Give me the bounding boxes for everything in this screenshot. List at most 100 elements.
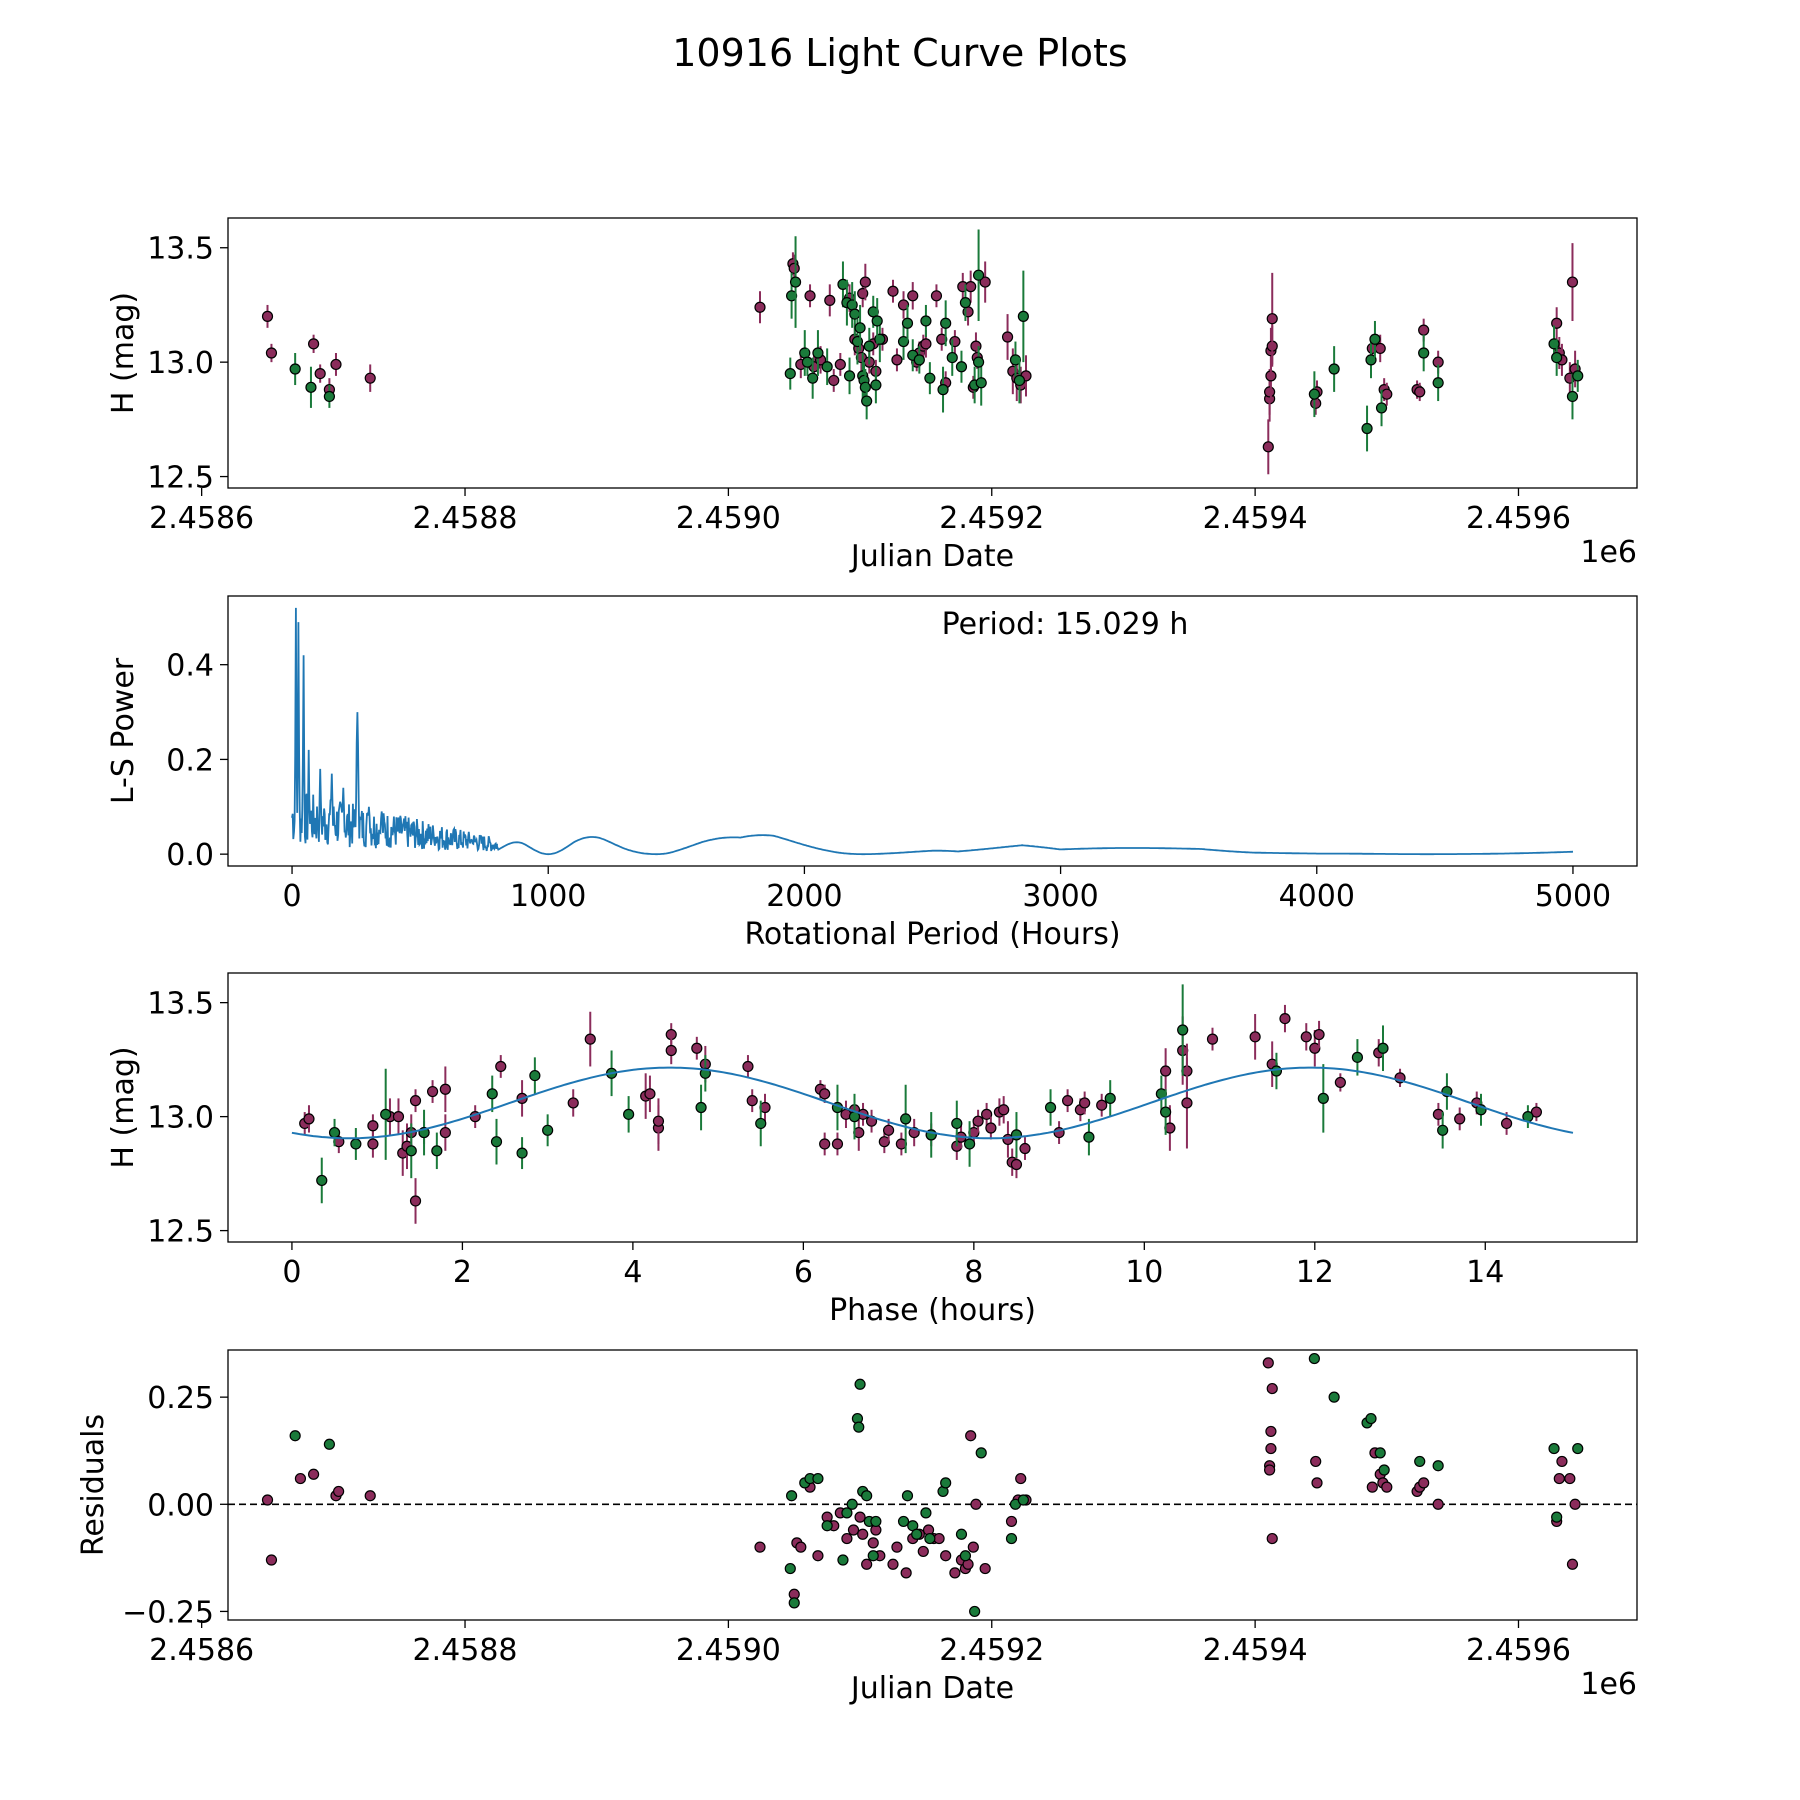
data-point-green [1270, 1065, 1283, 1077]
data-point-magenta [891, 354, 903, 366]
data-point-green [1432, 1460, 1444, 1472]
light-curve-panel: 2.4586 2.4588 2.4590 2.4592 2.4594 2.4596 12.5… [106, 217, 1638, 574]
data-point-green [350, 1138, 362, 1150]
data-point-green [1551, 1511, 1563, 1523]
data-point-green [623, 1108, 635, 1120]
data-point-magenta [967, 1541, 979, 1553]
y-tick-label: 0.00 [147, 1488, 214, 1523]
data-point-green [913, 354, 925, 366]
data-point-green [897, 335, 910, 348]
plot-frame [227, 595, 1638, 867]
x-tick-label: 14 [1466, 1255, 1504, 1290]
data-point-magenta [426, 1085, 439, 1098]
data-point-magenta [439, 1083, 451, 1095]
data-point-magenta [1311, 1477, 1323, 1489]
data-point-magenta [1249, 1031, 1261, 1043]
y-tick-label: 12.5 [147, 461, 214, 496]
data-point-green [959, 297, 972, 309]
x-tick-label: 2.4590 [676, 1633, 781, 1668]
data-point-green [975, 1447, 987, 1459]
y-tick-label: 0.0 [166, 838, 214, 873]
data-point-magenta [644, 1088, 656, 1100]
x-offset-label: 1e6 [1580, 1667, 1637, 1702]
data-point-magenta [834, 358, 846, 371]
data-point-magenta [883, 1124, 895, 1136]
data-point-magenta [940, 1550, 952, 1562]
x-axis-label: Phase (hours) [829, 1293, 1036, 1328]
data-point-green [380, 1108, 392, 1120]
data-point-magenta [1264, 386, 1276, 398]
data-point-green [867, 1550, 879, 1562]
data-point-green [959, 1550, 972, 1562]
data-point-green [1548, 1442, 1560, 1455]
data-point-green [328, 1126, 341, 1139]
x-tick-label: 2.4586 [149, 1633, 254, 1668]
data-point-magenta [307, 1468, 320, 1480]
data-point-magenta [294, 1472, 307, 1485]
y-tick-label: 13.5 [147, 232, 214, 267]
x-tick-label: 5000 [1535, 879, 1611, 914]
data-point-magenta [1019, 1142, 1031, 1155]
data-point-green [405, 1145, 417, 1157]
data-point-magenta [1566, 276, 1579, 288]
data-point-magenta [1566, 1558, 1579, 1570]
data-point-green [812, 1472, 824, 1485]
data-point-magenta [1005, 1515, 1018, 1528]
y-tick-label: 13.5 [147, 987, 214, 1022]
x-axis-label: Julian Date [849, 1671, 1014, 1706]
x-tick-label: 2.4586 [149, 501, 254, 536]
data-point-magenta [303, 1113, 315, 1125]
data-point-green [955, 361, 968, 373]
data-point-green [861, 395, 873, 407]
data-point-green [1432, 377, 1444, 389]
residuals-panel: 2.4586 2.4588 2.4590 2.4592 2.4594 2.4596 −0.2… [76, 1349, 1638, 1706]
data-point-green [431, 1145, 443, 1157]
data-point-magenta [804, 290, 816, 302]
data-point-magenta [1553, 1472, 1565, 1485]
data-point-green [486, 1088, 498, 1100]
x-tick-label: 2.4592 [939, 501, 1044, 536]
data-point-magenta [367, 1138, 379, 1150]
data-point-magenta [495, 1060, 507, 1073]
data-point-green [946, 351, 958, 364]
data-point-magenta [314, 367, 326, 380]
data-point-green [1414, 1455, 1426, 1468]
data-point-green [755, 1117, 767, 1130]
data-point-magenta [1010, 1158, 1023, 1171]
x-tick-label: 0 [282, 879, 301, 914]
data-point-magenta [1310, 397, 1322, 409]
data-point-magenta [1265, 1442, 1277, 1455]
data-point-green [924, 1532, 936, 1545]
data-point-green [843, 370, 856, 382]
data-point-magenta [933, 1532, 945, 1545]
data-point-green [870, 379, 882, 391]
data-point-magenta [979, 276, 991, 288]
data-point-green [1308, 1352, 1320, 1365]
plot-frame [227, 1349, 1638, 1621]
data-point-green [937, 384, 949, 396]
data-point-magenta [1096, 1099, 1108, 1111]
data-point-magenta [1418, 1477, 1430, 1489]
y-tick-label: 13.0 [147, 1101, 214, 1136]
data-point-magenta [1279, 1012, 1291, 1025]
data-point-magenta [819, 1088, 831, 1100]
data-point-green [784, 1562, 796, 1575]
data-point-green [859, 381, 871, 393]
data-point-magenta [584, 1033, 596, 1045]
data-point-magenta [788, 262, 800, 274]
data-point-magenta [1381, 388, 1393, 400]
data-point-magenta [891, 1541, 903, 1553]
data-point-magenta [265, 1554, 278, 1566]
data-point-magenta [887, 285, 899, 297]
data-point-green [841, 1507, 853, 1519]
data-point-magenta [409, 1195, 422, 1207]
data-point-green [837, 1554, 849, 1566]
x-tick-label: 2.4588 [413, 501, 518, 536]
data-point-green [900, 1113, 912, 1125]
data-point-magenta [949, 1567, 961, 1579]
data-point-green [695, 1101, 707, 1114]
periodogram-panel: 0 1000 2000 3000 4000 5000 0.0 0.2 0.4 Rotational… [106, 595, 1638, 952]
data-point-green [1365, 1412, 1377, 1425]
x-tick-label: 2.4590 [676, 501, 781, 536]
data-point-green [323, 390, 335, 403]
